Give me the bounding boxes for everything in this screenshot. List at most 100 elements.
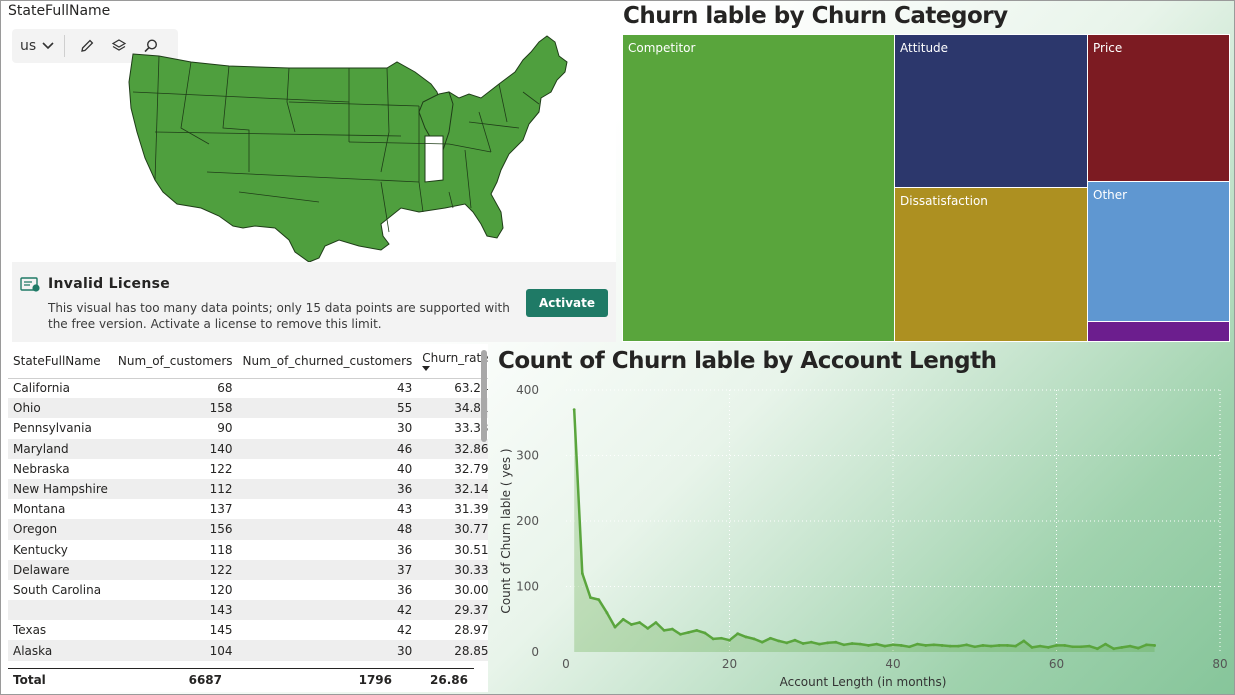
map-region-select[interactable]: us <box>20 35 66 57</box>
table-header-row: StateFullName Num_of_customers Num_of_ch… <box>8 344 488 379</box>
line-chart-title: Count of Churn lable by Account Length <box>498 348 997 374</box>
data-point <box>638 621 641 624</box>
table-cell: 42 <box>396 623 413 638</box>
table-row[interactable]: Kentucky 118 36 30.51 <box>8 540 488 560</box>
us-state-map[interactable] <box>119 32 589 264</box>
table-scrollbar[interactable] <box>481 350 487 442</box>
treemap-cell-unlabeled[interactable] <box>1087 321 1230 342</box>
map-toolbar: us <box>12 29 178 63</box>
activate-button[interactable]: Activate <box>526 289 608 317</box>
y-tick-label: 300 <box>516 449 539 463</box>
table-cell: 122 <box>112 559 238 580</box>
total-label: Total <box>13 673 46 687</box>
license-warning-panel: Invalid License This visual has too many… <box>12 262 616 342</box>
table-row[interactable]: Texas 145 42 28.97 <box>8 620 488 640</box>
table-row[interactable]: New Hampshire 112 36 32.14 <box>8 478 488 500</box>
data-point <box>670 627 674 631</box>
data-point <box>621 617 625 621</box>
data-point <box>572 408 576 412</box>
data-point <box>760 640 764 644</box>
table-cell: 30.00 <box>454 582 488 597</box>
column-header[interactable]: Num_of_churned_customers <box>237 344 418 379</box>
column-header[interactable]: Num_of_customers <box>112 344 238 379</box>
treemap-cell-other[interactable]: Other <box>1087 181 1230 322</box>
map-title: StateFullName <box>8 3 111 19</box>
table-cell: 32.79 <box>454 461 488 476</box>
y-axis-label: Count of Churn lable ( yes ) <box>499 448 513 613</box>
data-point <box>1006 644 1009 647</box>
table-row[interactable]: Oregon 156 48 30.77 <box>8 519 488 540</box>
table-cell <box>8 600 113 621</box>
data-point <box>768 636 772 640</box>
data-point <box>1104 642 1107 646</box>
treemap-cell-dissatisfaction[interactable]: Dissatisfaction <box>894 187 1088 342</box>
data-point <box>605 611 609 615</box>
pencil-icon[interactable] <box>77 36 97 56</box>
column-header-sorted[interactable]: Churn_rate <box>417 344 488 379</box>
churn-category-treemap: Competitor Attitude Price Dissatisfactio… <box>622 34 1230 342</box>
search-icon[interactable] <box>141 36 161 56</box>
y-tick-label: 200 <box>516 514 539 528</box>
data-point <box>809 640 813 644</box>
table-cell: Ohio <box>8 398 113 419</box>
data-point <box>858 642 862 646</box>
table-row[interactable]: 143 42 29.37 <box>8 600 488 621</box>
y-tick-label: 100 <box>516 580 539 594</box>
table-cell: 63.24 <box>454 381 488 396</box>
table-row[interactable]: South Carolina 120 36 30.00 <box>8 580 488 600</box>
table-cell: 28.85 <box>417 640 488 661</box>
map-region-value: us <box>20 38 37 54</box>
data-point <box>1079 645 1083 649</box>
table-cell: 43 <box>396 381 413 396</box>
table-cell: 68 <box>217 381 233 396</box>
table-cell: 36 <box>237 478 418 500</box>
data-point <box>687 630 691 634</box>
table-row[interactable]: Ohio 158 55 34.81 <box>8 398 488 419</box>
table-row[interactable]: Montana 137 43 31.39 <box>8 499 488 519</box>
data-point <box>1095 647 1099 651</box>
account-length-area-chart[interactable]: 0 100 200 300 400 0 20 40 60 80 Account Length (in… <box>490 376 1230 692</box>
data-point <box>997 644 1001 647</box>
treemap-cell-attitude[interactable]: Attitude <box>894 34 1088 189</box>
table-body: California 68 43 63.24 Ohio 158 55 34.81 Pennsyl… <box>8 378 488 661</box>
table-cell: Maryland <box>8 438 113 459</box>
layers-icon[interactable] <box>109 36 129 56</box>
table-row[interactable]: Alaska 104 30 28.85 <box>8 640 488 661</box>
data-point <box>957 644 960 648</box>
treemap-cell-label: Price <box>1093 41 1123 55</box>
data-point <box>589 596 592 600</box>
table-row[interactable]: Maryland 140 46 32.86 <box>8 438 488 459</box>
table-row[interactable]: Pennsylvania 90 30 33.33 <box>8 418 488 438</box>
data-point <box>826 641 829 645</box>
x-tick-label: 80 <box>1212 657 1227 671</box>
data-point <box>907 645 911 649</box>
table-row[interactable]: California 68 43 63.24 <box>8 378 488 398</box>
table-row[interactable]: Delaware 122 37 30.33 <box>8 559 488 580</box>
data-point <box>1022 639 1026 643</box>
table-cell: 112 <box>112 478 238 500</box>
data-point <box>981 644 985 647</box>
y-tick-label: 0 <box>531 645 539 659</box>
data-point <box>580 572 584 575</box>
table-row[interactable]: Nebraska 122 40 32.79 <box>8 459 488 479</box>
table-cell: Montana <box>13 502 66 517</box>
x-tick-label: 40 <box>885 657 900 671</box>
table-cell: 55 <box>237 398 418 419</box>
table-cell: Texas <box>13 623 47 638</box>
data-point <box>719 636 723 640</box>
treemap-cell-competitor[interactable]: Competitor <box>622 34 895 342</box>
data-point <box>1128 644 1132 648</box>
total-churned: 1796 <box>358 673 392 687</box>
column-header[interactable]: StateFullName <box>8 344 113 379</box>
data-point <box>1055 644 1058 647</box>
data-point <box>948 644 952 648</box>
table-cell: 34.81 <box>417 398 488 419</box>
table-cell: 43 <box>396 502 413 517</box>
table-cell: 90 <box>217 421 233 436</box>
table-cell: South Carolina <box>13 582 102 597</box>
treemap-cell-price[interactable]: Price <box>1087 34 1230 182</box>
data-point <box>1136 646 1140 650</box>
data-point <box>1030 646 1034 649</box>
data-point <box>1046 646 1050 649</box>
table-cell: Alaska <box>8 640 113 661</box>
